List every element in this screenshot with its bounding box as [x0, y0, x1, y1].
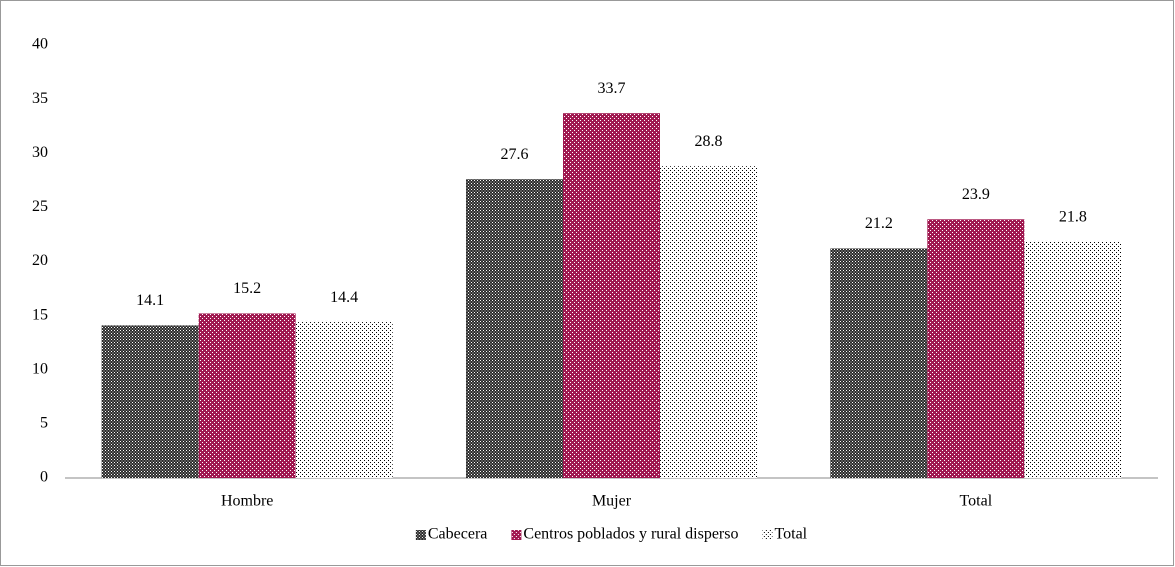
bar — [101, 325, 199, 478]
data-label: 23.9 — [962, 186, 990, 203]
y-tick-label: 5 — [40, 415, 48, 432]
y-tick-label: 20 — [32, 252, 48, 269]
data-label: 27.6 — [501, 146, 529, 163]
legend: Cabecera Centros poblados y rural dispers… — [415, 526, 808, 543]
bar — [198, 313, 296, 478]
bar — [563, 113, 660, 478]
bar — [927, 219, 1025, 478]
bar — [466, 179, 563, 479]
y-tick-label: 0 — [40, 469, 48, 486]
legend-swatch — [511, 530, 522, 540]
legend-label: Centros poblados y rural disperso — [523, 526, 738, 543]
y-tick-label: 30 — [32, 144, 48, 161]
legend-label: Cabecera — [428, 526, 488, 543]
legend-label: Total — [774, 526, 807, 543]
data-label: 28.8 — [695, 133, 723, 150]
data-label: 33.7 — [598, 80, 626, 97]
bar — [830, 248, 928, 478]
data-label: 14.1 — [136, 292, 164, 309]
y-tick-label: 35 — [32, 90, 48, 107]
y-tick-label: 10 — [32, 360, 48, 377]
data-label: 14.4 — [330, 289, 358, 306]
bar — [660, 166, 757, 479]
legend-swatch — [762, 530, 773, 540]
x-tick-label: Hombre — [221, 493, 273, 510]
bar — [1024, 242, 1122, 478]
y-tick-label: 25 — [32, 198, 48, 215]
data-label: 21.2 — [865, 215, 893, 232]
data-label: 21.8 — [1059, 209, 1087, 226]
x-tick-label: Total — [960, 493, 993, 510]
data-label: 15.2 — [233, 280, 261, 297]
legend-swatch — [415, 530, 426, 540]
y-tick-label: 40 — [32, 36, 48, 53]
y-tick-label: 15 — [32, 306, 48, 323]
bar — [295, 322, 393, 478]
x-tick-label: Mujer — [592, 493, 632, 510]
